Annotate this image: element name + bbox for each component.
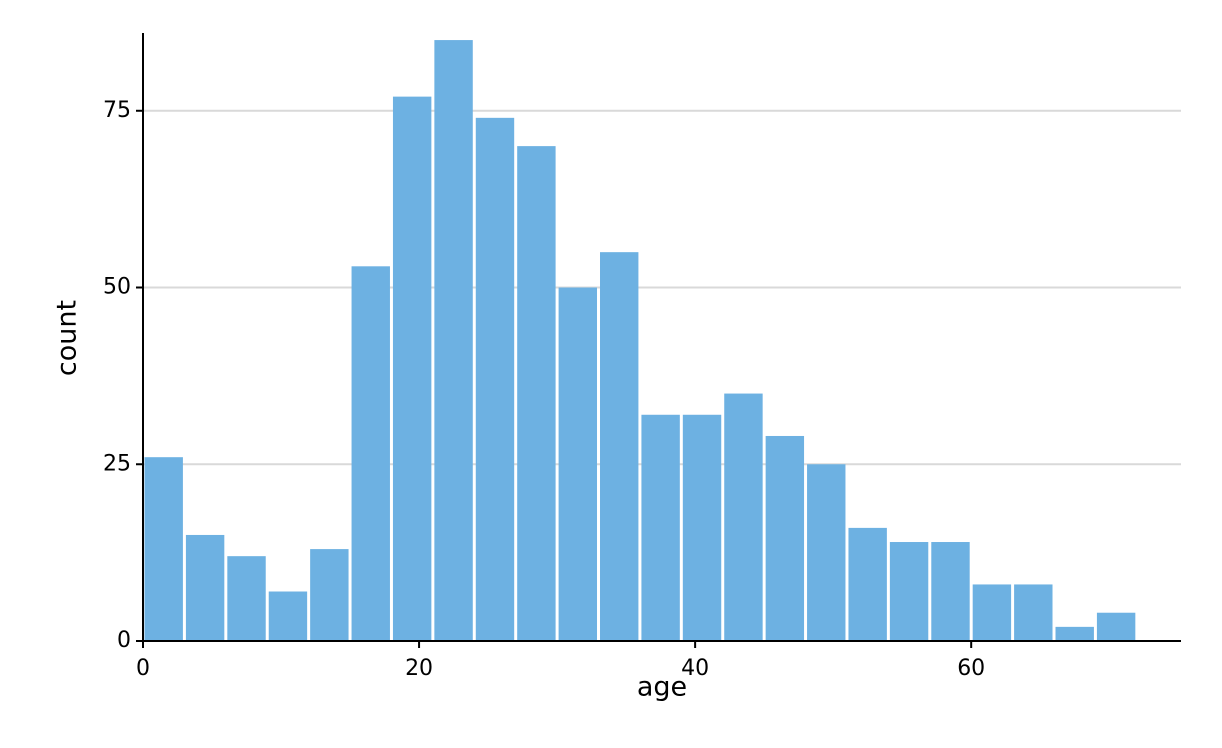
bar [682, 414, 722, 641]
bar [765, 435, 805, 641]
x-tick-label: 20 [405, 656, 433, 681]
x-tick-label: 40 [681, 656, 709, 681]
bar [268, 591, 308, 641]
y-tick-label: 0 [117, 628, 131, 653]
bar [641, 414, 680, 641]
bar [434, 40, 473, 642]
bar [807, 464, 846, 641]
bar [724, 393, 763, 641]
bar [517, 146, 556, 641]
bar [1055, 626, 1094, 641]
y-tick-label: 75 [103, 98, 131, 123]
y-tick-label: 50 [103, 275, 131, 300]
bar [185, 534, 225, 641]
bar [1096, 612, 1136, 641]
y-axis-title: count [52, 300, 83, 376]
bar [1014, 584, 1053, 641]
y-tick-label: 25 [103, 451, 131, 476]
bar [227, 556, 266, 641]
x-tick-label: 60 [957, 656, 985, 681]
bar [848, 527, 887, 641]
bar [351, 266, 390, 641]
bar [144, 457, 183, 641]
bar [310, 549, 349, 641]
bar [392, 96, 432, 641]
x-axis-title: age [637, 672, 687, 703]
bar [475, 117, 515, 641]
bar [600, 252, 639, 642]
bar [931, 542, 970, 641]
x-tick-label: 0 [136, 656, 150, 681]
bar [889, 542, 929, 641]
bar [972, 584, 1012, 641]
bar [558, 287, 598, 641]
